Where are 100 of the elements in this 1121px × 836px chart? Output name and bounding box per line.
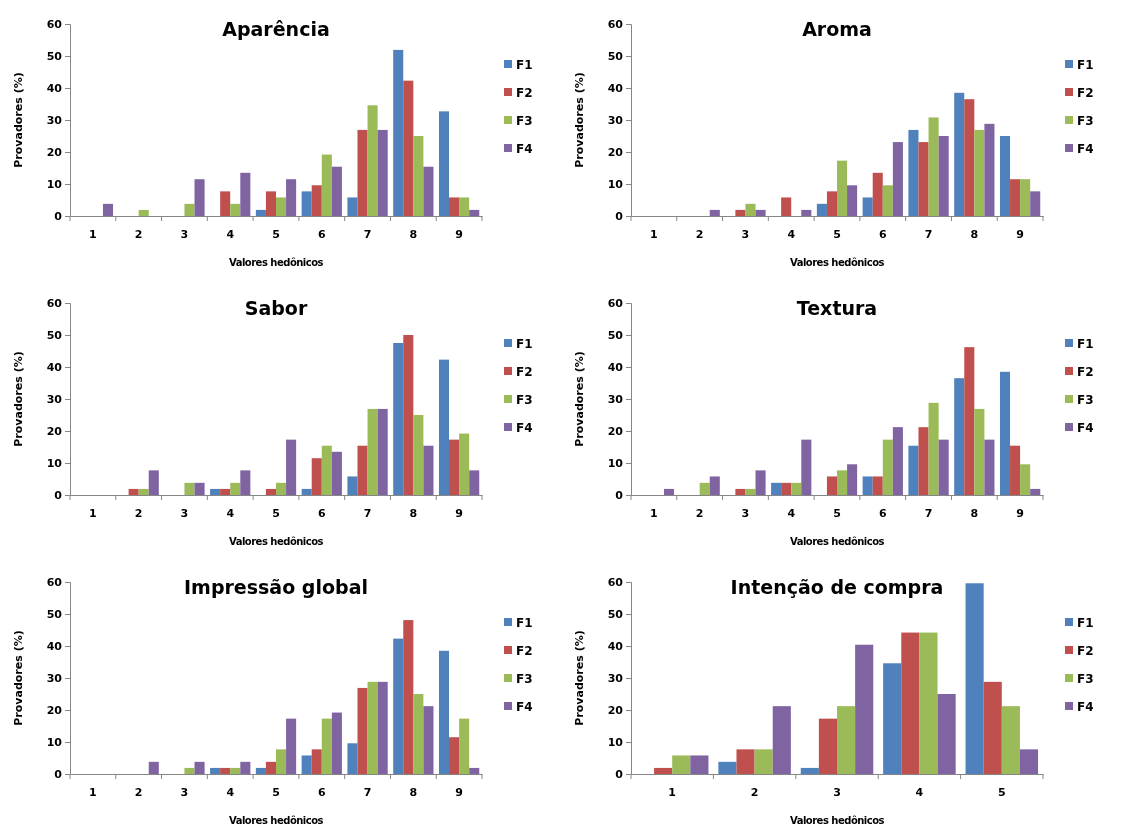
x-tick-label: 4 <box>226 227 235 241</box>
bar <box>826 476 837 495</box>
y-tick-label: 20 <box>607 146 624 160</box>
x-axis-title: Valores hedônicos <box>228 815 324 826</box>
x-tick-label: 7 <box>363 785 372 799</box>
bar <box>423 445 434 495</box>
bar <box>654 767 673 774</box>
legend-label: F1 <box>516 615 533 630</box>
bar <box>718 761 737 774</box>
y-tick-label: 40 <box>607 82 624 96</box>
y-axis-title: Provadores (%) <box>12 630 25 726</box>
bar <box>138 488 149 495</box>
x-tick-label: 5 <box>272 506 280 520</box>
bar <box>800 767 819 774</box>
y-tick-label: 60 <box>607 576 624 590</box>
bar <box>367 105 378 216</box>
legend-label: F2 <box>1077 643 1094 658</box>
y-tick-label: 20 <box>46 146 63 160</box>
x-tick-label: 3 <box>180 506 189 520</box>
x-tick-label: 1 <box>89 785 97 799</box>
legend-label: F1 <box>516 336 533 351</box>
x-tick-label: 7 <box>924 506 933 520</box>
bar <box>286 179 297 216</box>
bar <box>771 482 782 495</box>
bar <box>1020 179 1031 216</box>
x-tick-label: 5 <box>833 506 841 520</box>
bar <box>403 335 414 495</box>
bar <box>908 129 919 216</box>
bar <box>801 209 812 216</box>
legend-label: F4 <box>516 699 533 714</box>
chart-title: Textura <box>796 297 878 319</box>
bar <box>423 706 434 774</box>
bar <box>184 482 195 495</box>
bar <box>837 706 856 774</box>
y-tick-label: 10 <box>46 457 63 471</box>
bar <box>469 209 480 216</box>
bar <box>937 694 956 774</box>
bar <box>413 694 424 774</box>
x-tick-label: 9 <box>1016 506 1024 520</box>
y-tick-label: 50 <box>607 50 624 64</box>
y-axis-title: Provadores (%) <box>12 351 25 447</box>
chart-title: Aparência <box>222 18 330 40</box>
x-tick-label: 7 <box>363 227 372 241</box>
bar <box>423 166 434 216</box>
bar <box>965 583 984 774</box>
legend-label: F3 <box>1077 392 1094 407</box>
legend-label: F2 <box>516 643 533 658</box>
bar <box>138 209 149 216</box>
bar <box>882 185 893 216</box>
x-tick-label: 6 <box>878 227 887 241</box>
bar <box>938 136 949 216</box>
y-tick-label: 60 <box>46 18 63 32</box>
x-tick-label: 8 <box>970 506 979 520</box>
x-axis-title: Valores hedônicos <box>789 815 885 826</box>
bar <box>872 476 883 495</box>
x-tick-label: 3 <box>741 506 750 520</box>
bar <box>919 632 938 774</box>
bar <box>699 482 710 495</box>
bar <box>357 129 368 216</box>
legend-label: F4 <box>516 420 533 435</box>
bar <box>938 439 949 495</box>
x-tick-label: 1 <box>89 506 97 520</box>
bar <box>240 172 251 216</box>
x-axis-title: Valores hedônicos <box>228 536 324 547</box>
y-tick-label: 40 <box>607 640 624 654</box>
bar <box>1030 191 1041 216</box>
y-axis-title: Provadores (%) <box>573 630 586 726</box>
legend-label: F1 <box>1077 615 1094 630</box>
bar <box>331 166 342 216</box>
bar <box>847 464 858 495</box>
bar <box>377 681 388 774</box>
bar <box>276 197 287 216</box>
bar <box>321 445 332 495</box>
x-tick-label: 9 <box>455 227 463 241</box>
bar <box>984 439 995 495</box>
bar <box>265 761 276 774</box>
bar <box>883 663 902 774</box>
bar <box>1010 179 1021 216</box>
bar <box>862 476 873 495</box>
y-tick-label: 0 <box>615 768 624 782</box>
bar <box>321 154 332 216</box>
bar <box>801 439 812 495</box>
x-tick-label: 4 <box>787 506 796 520</box>
x-axis-title: Valores hedônicos <box>789 536 885 547</box>
bar <box>357 687 368 774</box>
bar <box>999 136 1011 216</box>
bar <box>240 470 251 495</box>
bar <box>755 470 766 495</box>
bar <box>403 620 414 774</box>
bar <box>735 488 746 495</box>
x-tick-label: 3 <box>741 227 750 241</box>
bar <box>265 191 276 216</box>
x-tick-label: 8 <box>970 227 979 241</box>
y-tick-label: 0 <box>54 768 63 782</box>
bar <box>791 482 802 495</box>
bar <box>974 408 985 495</box>
x-tick-label: 4 <box>787 227 796 241</box>
legend-label: F1 <box>1077 57 1094 72</box>
bar <box>220 488 231 495</box>
y-tick-label: 50 <box>46 608 63 622</box>
